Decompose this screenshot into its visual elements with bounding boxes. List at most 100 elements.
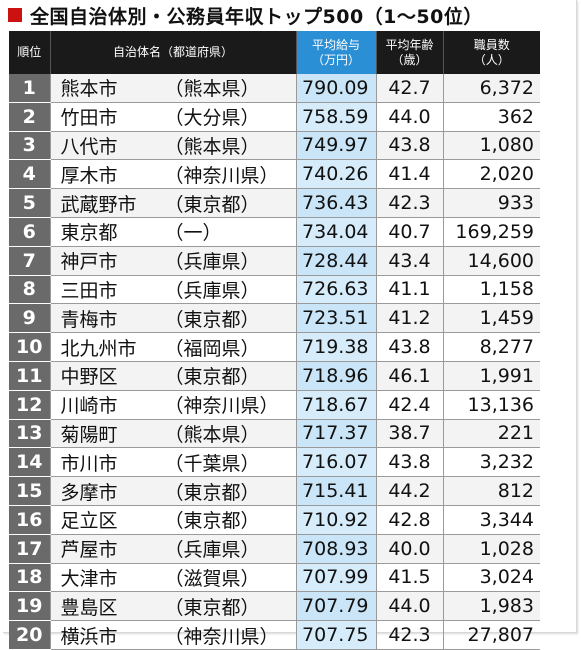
staff-cell: 169,259 bbox=[442, 217, 540, 247]
prefecture-name: （兵庫県） bbox=[164, 279, 260, 302]
table-row: 10 北九州市 （福岡県） 719.38 43.8 8,277 bbox=[9, 332, 540, 362]
prefecture-name: （神奈川県） bbox=[164, 395, 279, 418]
municipality-cell: 多摩市 （東京都） bbox=[49, 476, 296, 506]
header-age-unit: （歳） bbox=[391, 52, 428, 67]
staff-cell: 1,983 bbox=[442, 591, 540, 622]
salary-cell: 718.67 bbox=[295, 390, 376, 420]
municipality-cell: 青梅市 （東京都） bbox=[49, 303, 296, 334]
header-staff-unit: （人） bbox=[473, 52, 510, 67]
salary-cell: 707.99 bbox=[295, 563, 376, 593]
staff-cell: 362 bbox=[442, 102, 540, 132]
age-cell: 43.8 bbox=[375, 332, 443, 362]
prefecture-name: （一） bbox=[164, 222, 222, 245]
header-rank-label: 順位 bbox=[17, 45, 42, 59]
salary-cell: 734.04 bbox=[295, 217, 376, 247]
prefecture-name: （神奈川県） bbox=[164, 164, 279, 187]
prefecture-name: （神奈川県） bbox=[164, 625, 279, 648]
table-row: 14 市川市 （千葉県） 716.07 43.8 3,232 bbox=[9, 447, 540, 478]
age-cell: 42.3 bbox=[375, 620, 443, 650]
prefecture-name: （千葉県） bbox=[164, 452, 260, 475]
municipality-cell: 熊本市 （熊本県） bbox=[49, 74, 296, 103]
municipality-name: 市川市 bbox=[60, 452, 118, 475]
table-row: 20 横浜市 （神奈川県） 707.75 42.3 27,807 bbox=[9, 620, 540, 650]
header-staff-label: 職員数 bbox=[473, 37, 510, 52]
municipality-name: 東京都 bbox=[60, 222, 118, 245]
staff-cell: 2,020 bbox=[442, 159, 540, 190]
rank-cell: 6 bbox=[9, 217, 50, 247]
municipality-name: 青梅市 bbox=[60, 308, 118, 331]
municipality-cell: 神戸市 （兵庫県） bbox=[49, 246, 296, 276]
municipality-cell: 足立区 （東京都） bbox=[49, 505, 296, 535]
staff-cell: 8,277 bbox=[442, 332, 540, 362]
prefecture-name: （熊本県） bbox=[164, 78, 260, 101]
header-staff: 職員数 （人） bbox=[442, 31, 540, 74]
age-cell: 41.5 bbox=[375, 563, 443, 593]
salary-cell: 710.92 bbox=[295, 505, 376, 535]
municipality-name: 芦屋市 bbox=[60, 539, 118, 562]
salary-cell: 736.43 bbox=[295, 188, 376, 218]
rank-cell: 16 bbox=[9, 505, 50, 535]
salary-cell: 740.26 bbox=[295, 159, 376, 190]
table-row: 7 神戸市 （兵庫県） 728.44 43.4 14,600 bbox=[9, 246, 540, 276]
salary-cell: 758.59 bbox=[295, 102, 376, 132]
header-name-label: 自治体名（都道府県） bbox=[112, 45, 233, 59]
age-cell: 43.4 bbox=[375, 246, 443, 276]
staff-cell: 3,232 bbox=[442, 447, 540, 478]
staff-cell: 221 bbox=[442, 419, 540, 449]
municipality-name: 中野区 bbox=[60, 366, 118, 389]
staff-cell: 6,372 bbox=[442, 74, 540, 103]
rank-cell: 12 bbox=[9, 390, 50, 420]
municipality-name: 熊本市 bbox=[60, 78, 118, 101]
age-cell: 44.2 bbox=[375, 476, 443, 506]
age-cell: 44.0 bbox=[375, 102, 443, 132]
rank-cell: 8 bbox=[9, 275, 50, 305]
staff-cell: 13,136 bbox=[442, 390, 540, 420]
salary-cell: 717.37 bbox=[295, 419, 376, 449]
age-cell: 40.0 bbox=[375, 534, 443, 564]
rank-cell: 15 bbox=[9, 476, 50, 506]
table-row: 9 青梅市 （東京都） 723.51 41.2 1,459 bbox=[9, 303, 540, 334]
age-cell: 44.0 bbox=[375, 591, 443, 622]
prefecture-name: （東京都） bbox=[164, 308, 260, 331]
table-row: 4 厚木市 （神奈川県） 740.26 41.4 2,020 bbox=[9, 159, 540, 190]
salary-cell: 718.96 bbox=[295, 361, 376, 391]
municipality-cell: 東京都 （一） bbox=[49, 217, 296, 247]
age-cell: 41.4 bbox=[375, 159, 443, 190]
staff-cell: 14,600 bbox=[442, 246, 540, 276]
prefecture-name: （熊本県） bbox=[164, 423, 260, 446]
municipality-name: 厚木市 bbox=[60, 164, 118, 187]
prefecture-name: （東京都） bbox=[164, 596, 260, 619]
title-row: 全国自治体別・公務員年収トップ500（1〜50位） bbox=[8, 4, 483, 28]
prefecture-name: （大分県） bbox=[164, 107, 260, 130]
staff-cell: 812 bbox=[442, 476, 540, 506]
age-cell: 41.2 bbox=[375, 303, 443, 334]
municipality-cell: 中野区 （東京都） bbox=[49, 361, 296, 391]
municipality-name: 川崎市 bbox=[60, 395, 118, 418]
age-cell: 42.8 bbox=[375, 505, 443, 535]
rank-cell: 19 bbox=[9, 591, 50, 622]
prefecture-name: （兵庫県） bbox=[164, 539, 260, 562]
salary-cell: 715.41 bbox=[295, 476, 376, 506]
salary-cell: 749.97 bbox=[295, 131, 376, 161]
table-row: 18 大津市 （滋賀県） 707.99 41.5 3,024 bbox=[9, 563, 540, 593]
municipality-name: 北九州市 bbox=[60, 337, 137, 360]
header-salary-unit: （万円） bbox=[311, 52, 360, 67]
red-square-icon bbox=[8, 8, 22, 22]
salary-cell: 790.09 bbox=[295, 74, 376, 103]
age-cell: 42.7 bbox=[375, 74, 443, 103]
municipality-cell: 横浜市 （神奈川県） bbox=[49, 620, 296, 650]
rank-cell: 17 bbox=[9, 534, 50, 564]
municipality-name: 神戸市 bbox=[60, 251, 118, 274]
table-row: 5 武蔵野市 （東京都） 736.43 42.3 933 bbox=[9, 188, 540, 218]
rank-cell: 3 bbox=[9, 131, 50, 161]
municipality-name: 菊陽町 bbox=[60, 423, 118, 446]
table-row: 3 八代市 （熊本県） 749.97 43.8 1,080 bbox=[9, 131, 540, 161]
age-cell: 38.7 bbox=[375, 419, 443, 449]
page-title: 全国自治体別・公務員年収トップ500（1〜50位） bbox=[30, 5, 483, 28]
salary-cell: 723.51 bbox=[295, 303, 376, 334]
prefecture-name: （東京都） bbox=[164, 193, 260, 216]
prefecture-name: （東京都） bbox=[164, 366, 260, 389]
prefecture-name: （兵庫県） bbox=[164, 251, 260, 274]
rank-cell: 7 bbox=[9, 246, 50, 276]
municipality-cell: 三田市 （兵庫県） bbox=[49, 275, 296, 305]
